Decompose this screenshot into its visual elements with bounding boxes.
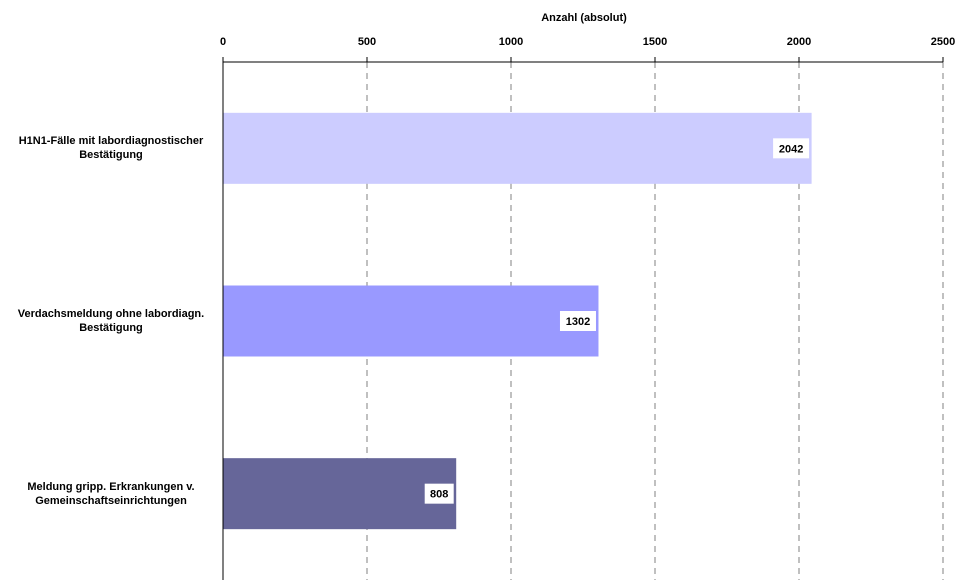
category-label: Meldung gripp. Erkrankungen v. Gemeinscha… bbox=[6, 480, 216, 508]
category-label-line: Verdachsmeldung ohne labordiagn. bbox=[17, 308, 205, 320]
category-label-line: Meldung gripp. Erkrankungen v. bbox=[27, 480, 195, 493]
x-tick-label: 2000 bbox=[787, 36, 811, 48]
x-axis-title: Anzahl (absolut) bbox=[541, 12, 627, 24]
category-label-line: Bestätigung bbox=[79, 149, 143, 162]
bar bbox=[223, 458, 457, 530]
axes bbox=[222, 57, 944, 580]
data-label-box bbox=[559, 311, 596, 331]
x-tick-label: 2500 bbox=[931, 36, 955, 48]
x-tick-label: 1500 bbox=[643, 36, 667, 48]
x-tick-label: 1000 bbox=[499, 36, 523, 48]
x-tick-label: 500 bbox=[358, 36, 376, 48]
data-label-box bbox=[773, 138, 810, 159]
category-label: Verdachsmeldung ohne labordiagn. Bestätig… bbox=[6, 307, 216, 335]
data-labels: 2042 1302 808 bbox=[424, 138, 810, 504]
data-label: 1302 bbox=[566, 316, 590, 328]
data-label: 808 bbox=[430, 489, 448, 501]
data-label: 2042 bbox=[779, 143, 803, 155]
bars bbox=[223, 112, 812, 530]
data-label-box bbox=[424, 483, 454, 504]
bar bbox=[223, 285, 599, 357]
category-label-line: Gemeinschaftseinrichtungen bbox=[35, 494, 187, 507]
category-label: H1N1-Fälle mit labordiagnostischer Bestät… bbox=[6, 134, 216, 162]
bar bbox=[223, 112, 812, 184]
x-tick-label: 0 bbox=[220, 36, 226, 48]
category-label-line: H1N1-Fälle mit labordiagnostischer bbox=[18, 135, 204, 148]
category-label-line: Bestätigung bbox=[79, 322, 143, 334]
x-tick-labels: 0 500 1000 1500 2000 2500 bbox=[220, 36, 955, 48]
